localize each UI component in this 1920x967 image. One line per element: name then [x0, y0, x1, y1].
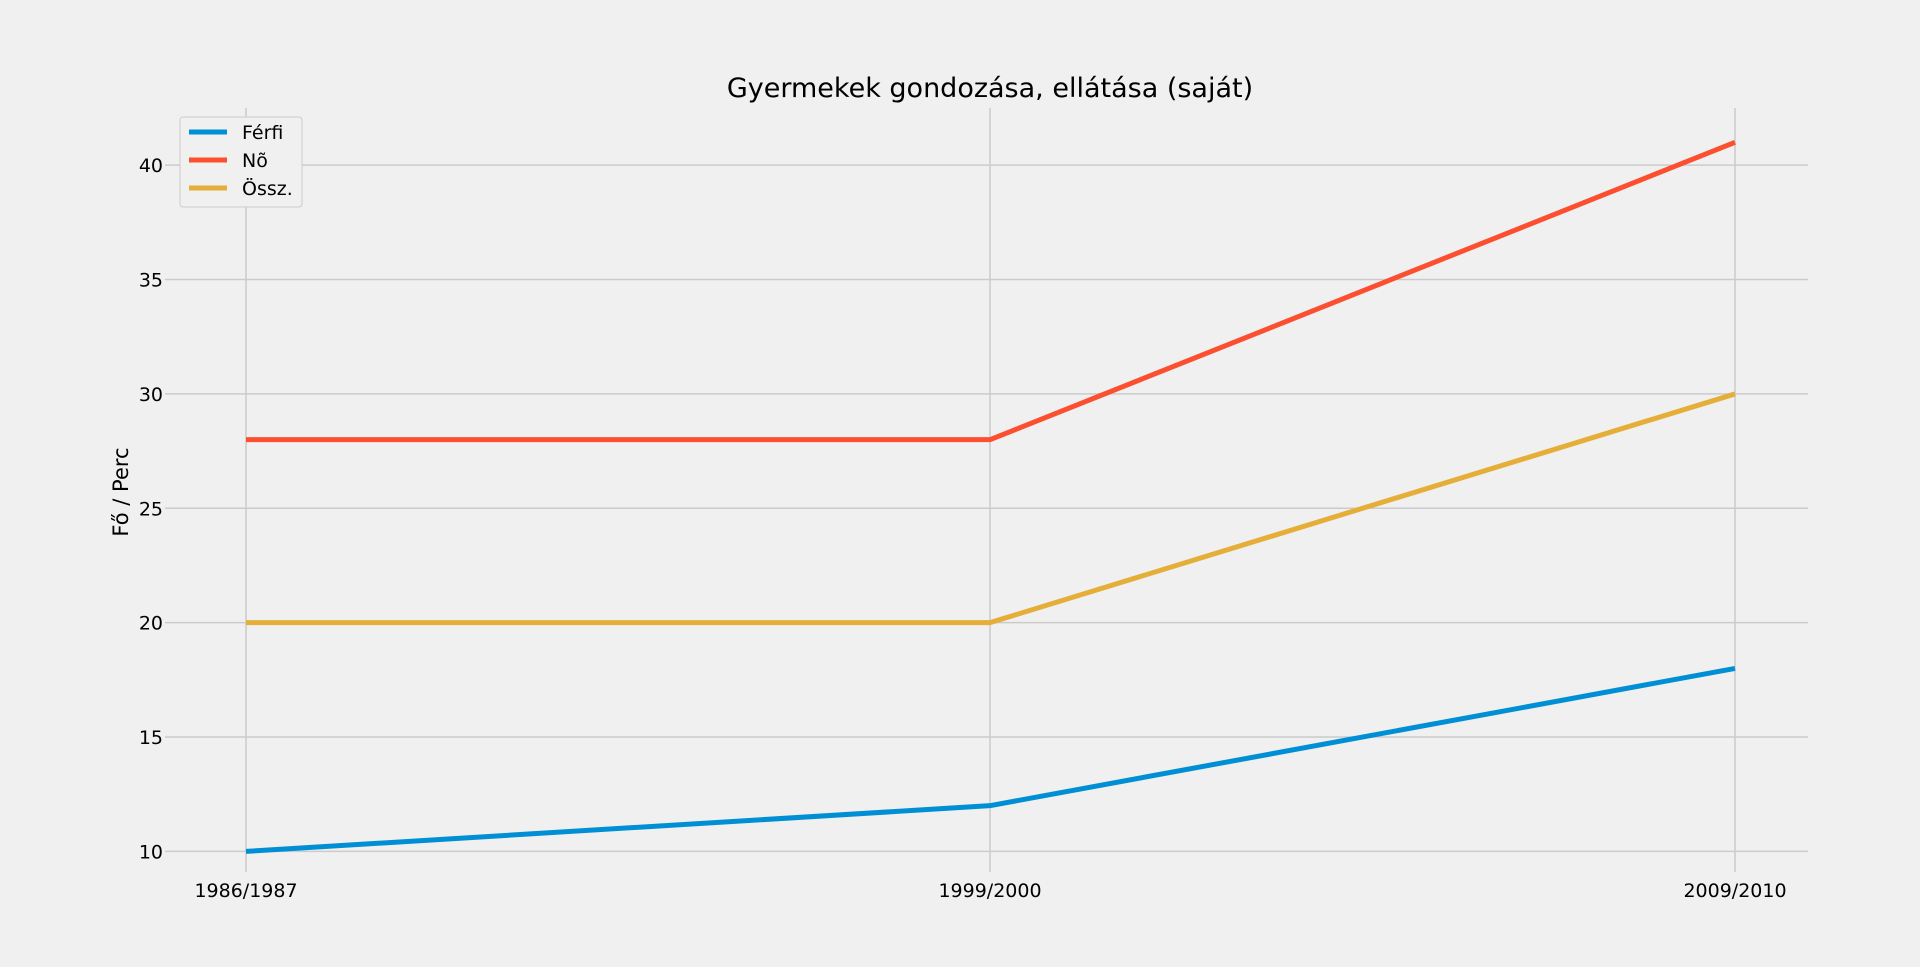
y-axis-label: Fő / Perc: [109, 447, 133, 536]
y-tick-label: 25: [139, 498, 163, 520]
series-lines: [245, 139, 1736, 854]
axis-ticks: 10 15 20 25 30 35 40 1986/1987 1999/2000 2009/201…: [139, 155, 1787, 902]
y-tick-label: 35: [139, 270, 163, 292]
y-tick-label: 40: [139, 155, 163, 177]
series-line: [246, 391, 1736, 626]
y-tick-label: 30: [139, 384, 163, 406]
legend-label: Férfi: [242, 122, 283, 144]
legend-label: Össz.: [242, 177, 293, 200]
y-tick-label: 10: [139, 841, 163, 863]
series-line: [246, 139, 1736, 443]
x-tick-label: 1986/1987: [194, 880, 297, 902]
y-tick-label: 20: [139, 613, 163, 635]
x-tick-label: 1999/2000: [938, 880, 1041, 902]
legend: Férfi Nõ Össz.: [179, 116, 303, 208]
legend-box: [179, 116, 303, 208]
chart-title: Gyermekek gondozása, ellátása (saját): [727, 73, 1253, 104]
series-line: [245, 665, 1736, 854]
y-tick-label: 15: [139, 727, 163, 749]
legend-label: Nõ: [242, 150, 268, 172]
x-tick-label: 2009/2010: [1683, 880, 1786, 902]
grid: [165, 108, 1808, 872]
